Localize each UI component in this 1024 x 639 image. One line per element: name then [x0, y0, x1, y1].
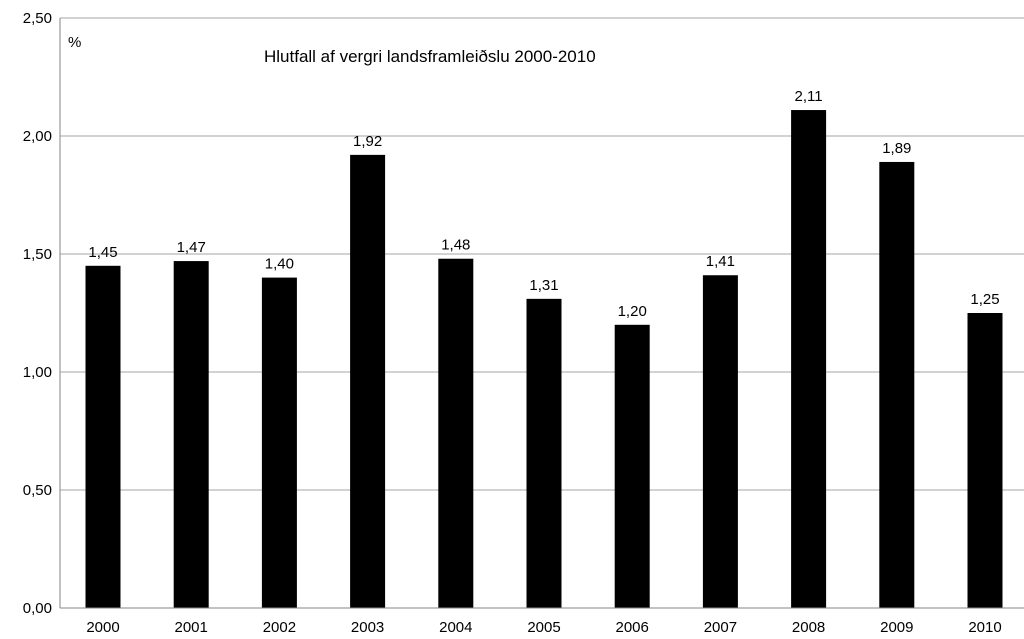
bar-value-label: 1,45 [88, 244, 117, 261]
y-tick-label: 1,00 [23, 364, 52, 381]
x-tick-label: 2005 [527, 619, 560, 636]
bar [438, 258, 474, 608]
x-tick-label: 2007 [704, 619, 737, 636]
bar [261, 277, 297, 608]
bar-value-label: 1,92 [353, 133, 382, 150]
bar [350, 154, 386, 608]
x-tick-label: 2006 [616, 619, 649, 636]
bar-value-label: 1,40 [265, 256, 294, 273]
x-tick-label: 2003 [351, 619, 384, 636]
x-tick-label: 2010 [968, 619, 1001, 636]
bar [85, 265, 121, 608]
bar-value-label: 1,48 [441, 237, 470, 254]
bar [967, 313, 1003, 608]
bar [526, 298, 562, 608]
chart-title: Hlutfall af vergri landsframleiðslu 2000… [264, 47, 596, 66]
bar-value-label: 1,47 [177, 239, 206, 256]
y-tick-label: 0,00 [23, 600, 52, 617]
x-tick-label: 2004 [439, 619, 472, 636]
bar-value-label: 1,41 [706, 253, 735, 270]
bar-value-label: 1,89 [882, 140, 911, 157]
y-axis-ticks: 0,00 0,50 1,00 1,50 2,00 2,50 [23, 10, 52, 617]
bars [85, 110, 1003, 608]
y-tick-label: 2,50 [23, 10, 52, 27]
y-tick-label: 0,50 [23, 482, 52, 499]
x-tick-label: 2008 [792, 619, 825, 636]
bar-value-labels: 1,45 1,47 1,40 1,92 1,48 1,31 1,20 1,41 2,11 1,89… [88, 88, 999, 320]
bar [702, 275, 738, 608]
gridlines [60, 17, 1024, 491]
y-axis-unit-label: % [68, 34, 81, 51]
bar-value-label: 1,25 [970, 291, 999, 308]
bar [791, 110, 827, 608]
x-axis-ticks: 2000 2001 2002 2003 2004 2005 2006 2007 2008 2009… [86, 619, 1001, 636]
y-tick-label: 2,00 [23, 128, 52, 145]
x-tick-label: 2001 [175, 619, 208, 636]
bar-value-label: 1,31 [529, 277, 558, 294]
x-tick-label: 2000 [86, 619, 119, 636]
bar [173, 261, 209, 608]
x-tick-label: 2009 [880, 619, 913, 636]
bar [879, 161, 915, 608]
x-tick-label: 2002 [263, 619, 296, 636]
bar [614, 324, 650, 608]
y-tick-label: 1,50 [23, 246, 52, 263]
bar-value-label: 2,11 [795, 88, 823, 105]
bar-value-label: 1,20 [618, 303, 647, 320]
